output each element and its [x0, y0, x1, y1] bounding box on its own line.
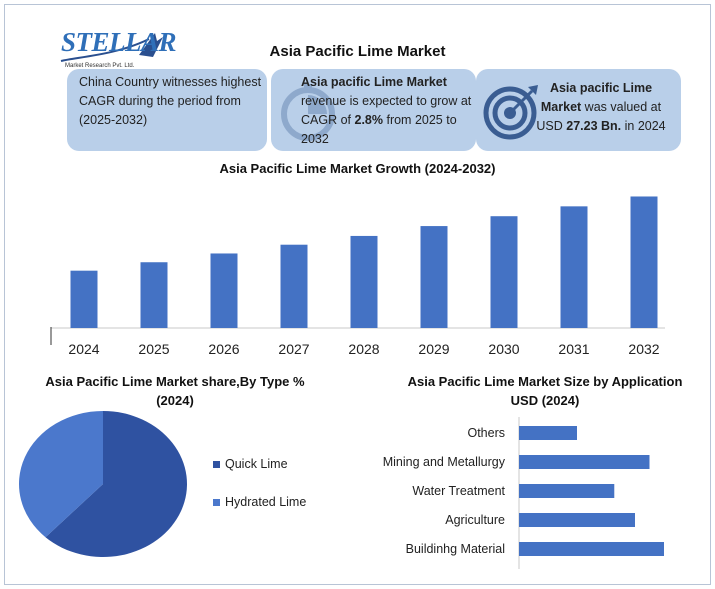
pie-slice-quick-lime	[45, 411, 188, 557]
info-box-text: Asia pacific Lime Market revenue is expe…	[301, 73, 473, 149]
info-box-text: Asia pacific Lime Market was valued at U…	[531, 79, 671, 136]
legend-swatch	[213, 498, 220, 506]
target-icon	[483, 85, 538, 140]
x-tick-label: 2032	[628, 341, 659, 357]
info-box-pre: was valued at USD	[536, 100, 662, 133]
legend-item-hydrated-lime: Hydrated Lime	[213, 495, 306, 509]
bar-2032	[630, 196, 658, 328]
bar-2031	[560, 206, 588, 328]
info-box-lead: Asia pacific Lime Market	[301, 75, 447, 89]
x-tick-label: 2024	[68, 341, 99, 357]
growth-chart-title: Asia Pacific Lime Market Growth (2024-20…	[219, 161, 496, 176]
bar-2025	[140, 262, 168, 328]
info-box-market-value: Asia pacific Lime Market was valued at U…	[476, 69, 681, 151]
hbar-water-treatment	[519, 484, 615, 498]
info-box-lead: Asia pacific Lime Market	[540, 81, 653, 114]
info-box-text: China Country witnesses highest CAGR dur…	[79, 75, 262, 127]
hbar-mining-and-metallurgy	[519, 455, 650, 469]
infographic-frame: STELLAR Market Research Pvt. Ltd. Asia P…	[4, 4, 711, 585]
x-tick-label: 2031	[558, 341, 589, 357]
bar-2029	[420, 226, 448, 328]
bar-2030	[490, 216, 518, 328]
bar-2024	[70, 270, 98, 328]
category-label: Others	[467, 426, 505, 440]
x-tick-label: 2029	[418, 341, 449, 357]
main-title: Asia Pacific Lime Market	[269, 43, 446, 60]
x-tick-label: 2025	[138, 341, 169, 357]
hbar-agriculture	[519, 513, 635, 527]
x-tick-label: 2027	[278, 341, 309, 357]
legend-item-quick-lime: Quick Lime	[213, 457, 288, 471]
category-label: Agriculture	[445, 513, 505, 527]
hbar-buildinhg-material	[519, 542, 664, 556]
category-label: Water Treatment	[412, 484, 505, 498]
market-value: 27.23 Bn.	[566, 119, 622, 133]
category-label: Buildinhg Material	[406, 542, 505, 556]
info-box-post: in 2024	[621, 119, 666, 133]
info-box-post: from 2025 to 2032	[301, 113, 457, 146]
cagr-value: 2.8%	[354, 113, 384, 127]
info-box-pre: revenue is expected to grow at CAGR of	[301, 94, 472, 127]
pie-slice-hydrated-lime	[19, 411, 103, 538]
legend-label: Hydrated Lime	[225, 495, 307, 509]
legend-label: Quick Lime	[225, 457, 288, 471]
category-label: Mining and Metallurgy	[383, 455, 506, 469]
hbar-others	[519, 426, 577, 440]
application-chart-title: Asia Pacific Lime Market Size by Applica…	[407, 374, 683, 408]
x-tick-label: 2030	[488, 341, 519, 357]
bar-2027	[280, 244, 308, 328]
stellar-logo: STELLAR Market Research Pvt. Ltd.	[57, 27, 177, 75]
type-share-pie-chart	[19, 411, 188, 557]
info-box-cagr-region: China Country witnesses highest CAGR dur…	[67, 69, 267, 151]
x-tick-label: 2026	[208, 341, 239, 357]
logo-wordmark: STELLAR	[61, 27, 177, 57]
application-bar-chart: Others Mining and Metallurgy Water Treatme…	[383, 417, 664, 569]
logo-arrow-icon	[60, 33, 163, 62]
bar-2026	[210, 253, 238, 328]
bar-2028	[350, 235, 378, 328]
clock-icon	[281, 84, 335, 141]
growth-bar-chart: 2024 2025 2026 2027 2028 2029 2030 2031 2032	[50, 196, 665, 357]
legend-swatch	[213, 460, 220, 468]
logo-subtitle: Market Research Pvt. Ltd.	[65, 63, 135, 69]
info-box-revenue-cagr: Asia pacific Lime Market revenue is expe…	[271, 69, 476, 151]
pie-chart-title: Asia Pacific Lime Market share,By Type %…	[45, 374, 305, 408]
x-tick-label: 2028	[348, 341, 379, 357]
